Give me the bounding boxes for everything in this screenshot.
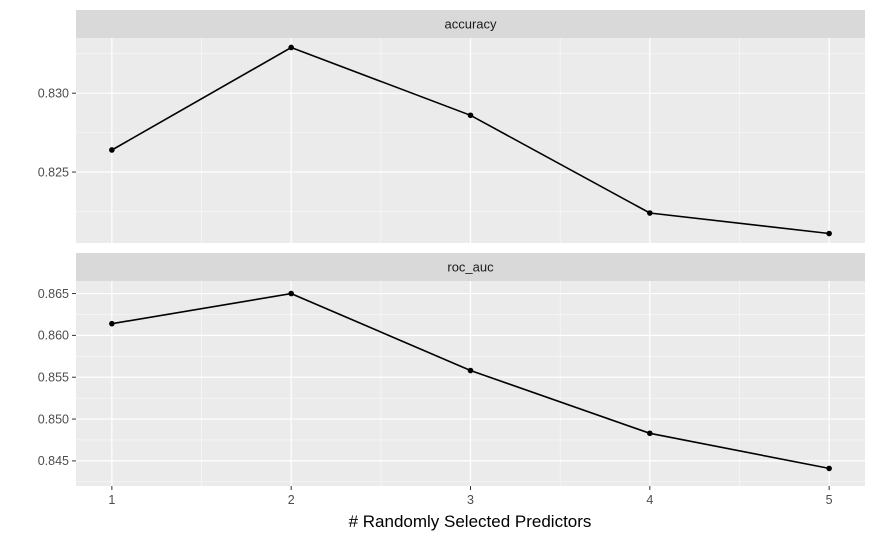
panel-accuracy: accuracy 0.825 0.830 [38,10,865,243]
y-tick-label: 0.865 [38,287,69,301]
x-axis: 1 2 3 4 5 [108,486,833,507]
x-tick-label: 5 [826,493,833,507]
data-point [288,290,294,297]
y-tick-label: 0.860 [38,329,69,343]
facet-strip-label: roc_auc [447,260,494,275]
panels-layer: accuracy 0.825 0.830 roc_auc 0.845 0.850 0.855… [38,10,865,486]
x-tick-label: 2 [288,493,295,507]
y-tick-label: 0.845 [38,454,69,468]
data-point [109,147,115,153]
facet-strip [76,253,865,281]
x-axis-title: # Randomly Selected Predictors [349,512,592,531]
x-tick-label: 1 [108,493,115,507]
data-point [109,320,115,327]
data-point [288,44,294,51]
data-point [647,430,653,437]
data-point [467,112,474,119]
data-point [467,367,474,374]
x-tick-label: 4 [646,493,653,507]
data-point [826,230,832,237]
panel-roc_auc: roc_auc 0.845 0.850 0.855 0.860 0.865 [38,253,865,486]
y-tick-label: 0.825 [38,165,69,179]
y-tick-label: 0.855 [38,371,69,385]
y-tick-label: 0.850 [38,412,69,426]
facet-strip [76,10,865,38]
facet-strip-label: accuracy [444,17,497,32]
x-tick-label: 3 [467,493,474,507]
y-tick-label: 0.830 [38,86,69,100]
data-point [826,465,832,472]
data-point [647,210,653,216]
